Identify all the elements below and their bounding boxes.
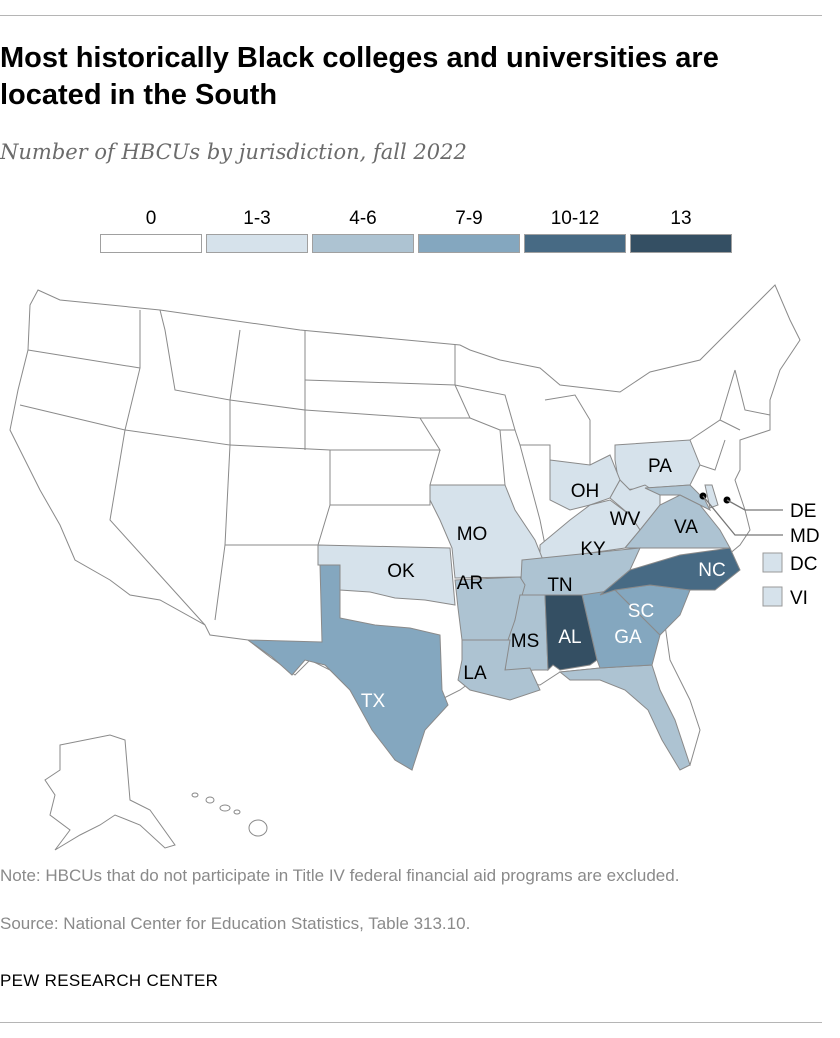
md-leader-line <box>702 495 783 536</box>
chart-subtitle: Number of HBCUs by jurisdiction, fall 20… <box>0 140 467 164</box>
state-label-fl: FL <box>645 736 667 757</box>
state-label-la: LA <box>463 663 487 684</box>
state-al <box>544 594 598 672</box>
small-state-callouts: DE MD DC VI <box>699 492 820 609</box>
de-leader-line <box>726 499 783 511</box>
alaska <box>44 734 176 851</box>
alaska-hawaii <box>44 734 268 851</box>
legend-item: 4-6 <box>312 208 414 253</box>
legend-label: 0 <box>145 208 157 229</box>
state-label-pa: PA <box>648 456 672 477</box>
state-label-ar: AR <box>457 573 483 594</box>
state-label-nc: NC <box>698 560 725 581</box>
state-va <box>623 494 731 549</box>
state-label-wv: WV <box>610 509 641 530</box>
legend-swatch <box>100 234 202 253</box>
note: Note: HBCUs that do not participate in T… <box>0 866 680 885</box>
md-label: MD <box>790 526 820 547</box>
legend-swatch <box>630 234 732 253</box>
state-de <box>704 484 719 509</box>
top-rule <box>0 15 822 16</box>
legend-swatch <box>524 234 626 253</box>
state-label-tx: TX <box>361 691 386 712</box>
legend-swatch <box>206 234 308 253</box>
legend-label: 13 <box>670 208 692 229</box>
legend-swatch <box>312 234 414 253</box>
legend-label: 7-9 <box>455 208 483 229</box>
legend-item: 13 <box>630 208 732 253</box>
chart-title: Most historically Black colleges and uni… <box>0 42 719 111</box>
state-nc <box>599 547 741 596</box>
state-label-ga: GA <box>614 627 642 648</box>
state-label-sc: SC <box>628 601 654 622</box>
state-label-tn: TN <box>547 575 572 596</box>
legend-item: 0 <box>100 208 202 253</box>
legend-label: 4-6 <box>349 208 377 229</box>
legend-item: 7-9 <box>418 208 520 253</box>
state-label-mo: MO <box>457 524 488 545</box>
state-label-al: AL <box>558 627 581 648</box>
state-label-ok: OK <box>387 561 415 582</box>
source: Source: National Center for Education St… <box>0 914 471 933</box>
state-la <box>457 639 541 701</box>
state-label-ky: KY <box>580 539 606 560</box>
hbcu-states <box>246 439 741 771</box>
legend-item: 1-3 <box>206 208 308 253</box>
legend-label: 10-12 <box>550 208 600 229</box>
legend-swatch <box>418 234 520 253</box>
state-label-oh: OH <box>571 481 600 502</box>
vi-label: VI <box>790 588 808 609</box>
vi-swatch <box>762 586 783 607</box>
bottom-rule <box>0 1022 822 1023</box>
hawaii <box>191 792 268 837</box>
state-tx <box>246 564 449 771</box>
dc-label: DC <box>790 554 817 575</box>
brand-logo-text: PEW RESEARCH CENTER <box>0 971 219 990</box>
legend-item: 10-12 <box>524 208 626 253</box>
dc-swatch <box>762 552 783 573</box>
state-md <box>644 484 712 512</box>
de-label: DE <box>790 501 816 522</box>
legend: 0 1-3 4-6 7-9 10-12 13 <box>100 208 732 253</box>
state-label-va: VA <box>674 517 698 538</box>
state-label-ms: MS <box>511 631 540 652</box>
state-borders <box>19 309 771 626</box>
legend-label: 1-3 <box>243 208 271 229</box>
